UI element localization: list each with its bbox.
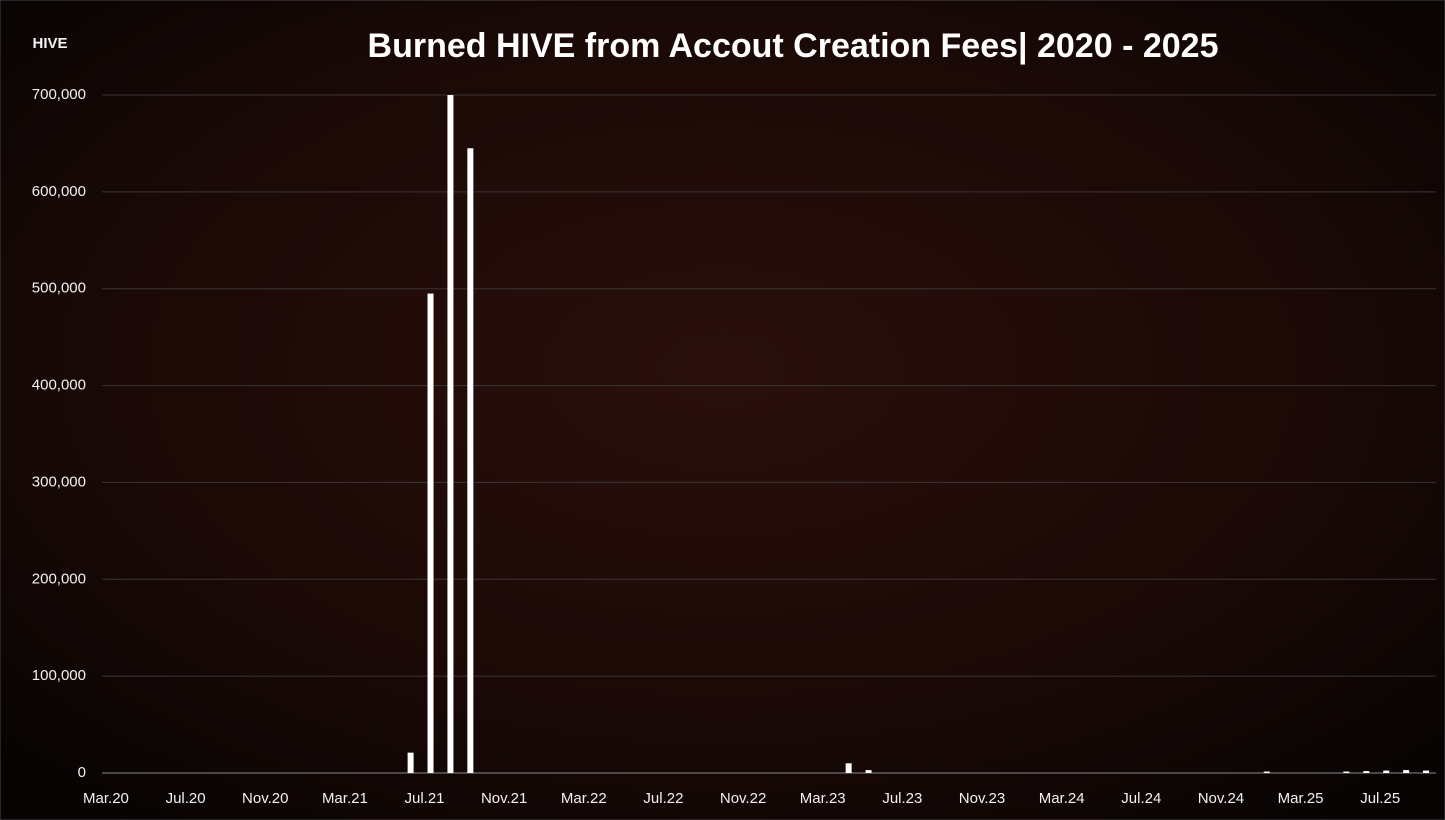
y-tick-label: 100,000 — [32, 667, 86, 684]
x-tick-label: Nov.20 — [242, 790, 288, 807]
bar — [1423, 770, 1430, 773]
bar — [1343, 771, 1350, 773]
x-tick-label: Nov.23 — [959, 790, 1005, 807]
bar — [407, 752, 414, 773]
bar — [447, 95, 454, 773]
bar — [427, 293, 434, 773]
x-tick-label: Jul.22 — [643, 790, 683, 807]
bar — [845, 763, 852, 773]
x-tick-label: Jul.25 — [1360, 790, 1400, 807]
x-tick-label: Jul.21 — [405, 790, 445, 807]
y-tick-label: 200,000 — [32, 570, 86, 587]
bar — [1263, 771, 1270, 773]
bar — [467, 148, 474, 773]
x-tick-label: Jul.20 — [166, 790, 206, 807]
y-tick-label: 300,000 — [32, 473, 86, 490]
x-tick-label: Mar.21 — [322, 790, 368, 807]
y-tick-label: 0 — [78, 764, 86, 781]
x-tick-label: Jul.23 — [882, 790, 922, 807]
y-axis-label: HIVE — [32, 35, 67, 52]
x-tick-label: Mar.24 — [1039, 790, 1085, 807]
x-tick-label: Mar.22 — [561, 790, 607, 807]
x-tick-label: Jul.24 — [1121, 790, 1161, 807]
y-tick-label: 600,000 — [32, 183, 86, 200]
bar — [1403, 770, 1410, 773]
y-tick-label: 500,000 — [32, 280, 86, 297]
x-tick-label: Mar.25 — [1278, 790, 1324, 807]
x-tick-label: Mar.20 — [83, 790, 129, 807]
x-tick-label: Mar.23 — [800, 790, 846, 807]
bar — [1363, 771, 1370, 773]
bar — [1383, 770, 1390, 773]
y-tick-label: 400,000 — [32, 377, 86, 394]
bar — [865, 770, 872, 773]
chart-title: Burned HIVE from Accout Creation Fees| 2… — [368, 27, 1219, 65]
x-tick-label: Nov.21 — [481, 790, 527, 807]
y-tick-label: 700,000 — [32, 86, 86, 103]
x-tick-label: Nov.22 — [720, 790, 766, 807]
x-tick-label: Nov.24 — [1198, 790, 1244, 807]
